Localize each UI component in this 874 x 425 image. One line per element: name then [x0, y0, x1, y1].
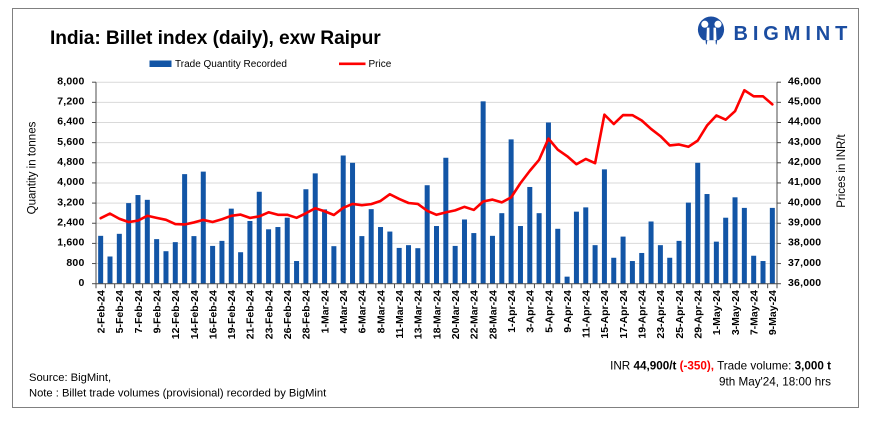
svg-text:9-Apr-24: 9-Apr-24 — [562, 290, 574, 333]
svg-text:36,000: 36,000 — [788, 277, 821, 289]
svg-text:0: 0 — [78, 277, 84, 289]
svg-text:5,600: 5,600 — [57, 136, 84, 148]
svg-text:3-Apr-24: 3-Apr-24 — [525, 290, 537, 333]
svg-text:9-Feb-24: 9-Feb-24 — [151, 290, 163, 333]
svg-text:6-Mar-24: 6-Mar-24 — [357, 290, 369, 333]
svg-text:12-Feb-24: 12-Feb-24 — [170, 290, 182, 339]
svg-text:22-Mar-24: 22-Mar-24 — [469, 290, 481, 339]
svg-text:4,000: 4,000 — [57, 176, 84, 188]
svg-text:9-May-24: 9-May-24 — [767, 290, 779, 335]
svg-text:21-Feb-24: 21-Feb-24 — [245, 290, 257, 339]
svg-text:41,000: 41,000 — [788, 176, 821, 188]
svg-text:1,600: 1,600 — [57, 237, 84, 249]
svg-text:29-Apr-24: 29-Apr-24 — [693, 290, 705, 339]
svg-text:44,000: 44,000 — [788, 116, 821, 128]
svg-text:6,400: 6,400 — [57, 116, 84, 128]
svg-text:23-Feb-24: 23-Feb-24 — [263, 290, 275, 339]
svg-text:18-Mar-24: 18-Mar-24 — [431, 290, 443, 339]
svg-text:26-Feb-24: 26-Feb-24 — [282, 290, 294, 339]
svg-text:4-Mar-24: 4-Mar-24 — [338, 290, 350, 333]
svg-text:14-Feb-24: 14-Feb-24 — [189, 290, 201, 339]
svg-text:1-May-24: 1-May-24 — [711, 290, 723, 335]
svg-text:2-Feb-24: 2-Feb-24 — [95, 290, 107, 333]
svg-text:16-Feb-24: 16-Feb-24 — [207, 290, 219, 339]
svg-text:37,000: 37,000 — [788, 257, 821, 269]
svg-text:19-Feb-24: 19-Feb-24 — [226, 290, 238, 339]
svg-text:28-Feb-24: 28-Feb-24 — [301, 290, 313, 339]
svg-text:39,000: 39,000 — [788, 216, 821, 228]
svg-text:7,200: 7,200 — [57, 96, 84, 108]
svg-text:38,000: 38,000 — [788, 237, 821, 249]
svg-text:43,000: 43,000 — [788, 136, 821, 148]
svg-text:9th May'24, 18:00 hrs: 9th May'24, 18:00 hrs — [719, 375, 831, 388]
svg-text:800: 800 — [66, 257, 84, 269]
svg-text:1-Mar-24: 1-Mar-24 — [319, 290, 331, 333]
svg-text:3,200: 3,200 — [57, 196, 84, 208]
svg-text:8-Mar-24: 8-Mar-24 — [375, 290, 387, 333]
svg-text:Prices in INR/t: Prices in INR/t — [836, 133, 848, 207]
svg-text:2,400: 2,400 — [57, 216, 84, 228]
svg-text:Quantity in tonnes: Quantity in tonnes — [27, 121, 39, 214]
svg-text:45,000: 45,000 — [788, 96, 821, 108]
svg-text:8,000: 8,000 — [57, 75, 84, 87]
svg-text:23-Apr-24: 23-Apr-24 — [655, 290, 667, 339]
svg-text:11-Apr-24: 11-Apr-24 — [581, 290, 593, 338]
svg-text:3-May-24: 3-May-24 — [730, 290, 742, 335]
svg-text:4,800: 4,800 — [57, 156, 84, 168]
svg-text:11-Mar-24: 11-Mar-24 — [394, 290, 406, 339]
svg-text:Trade Quantity Recorded: Trade Quantity Recorded — [175, 59, 287, 70]
svg-text:5-Apr-24: 5-Apr-24 — [543, 290, 555, 333]
svg-text:7-May-24: 7-May-24 — [748, 290, 760, 335]
svg-text:42,000: 42,000 — [788, 156, 821, 168]
svg-text:1-Apr-24: 1-Apr-24 — [506, 290, 518, 333]
svg-text:Note : Billet trade volumes (p: Note : Billet trade volumes (provisional… — [29, 388, 327, 400]
svg-text:46,000: 46,000 — [788, 75, 821, 87]
svg-text:17-Apr-24: 17-Apr-24 — [618, 290, 630, 339]
svg-text:BIGMINT: BIGMINT — [734, 23, 853, 45]
svg-text:13-Mar-24: 13-Mar-24 — [413, 290, 425, 339]
svg-text:28-Mar-24: 28-Mar-24 — [487, 290, 499, 339]
svg-text:25-Apr-24: 25-Apr-24 — [674, 290, 686, 339]
svg-text:19-Apr-24: 19-Apr-24 — [637, 290, 649, 339]
svg-text:5-Feb-24: 5-Feb-24 — [114, 290, 126, 333]
svg-text:15-Apr-24: 15-Apr-24 — [599, 290, 611, 339]
svg-text:40,000: 40,000 — [788, 196, 821, 208]
svg-text:7-Feb-24: 7-Feb-24 — [133, 290, 145, 333]
svg-text:India: Billet index (daily), e: India: Billet index (daily), exw Raipur — [50, 28, 381, 49]
svg-text:Source: BigMint,: Source: BigMint, — [29, 372, 111, 384]
svg-text:INR 44,900/t (-350), Trade vol: INR 44,900/t (-350), Trade volume: 3,000… — [610, 359, 831, 372]
svg-text:Price: Price — [369, 59, 392, 70]
svg-text:20-Mar-24: 20-Mar-24 — [450, 290, 462, 339]
